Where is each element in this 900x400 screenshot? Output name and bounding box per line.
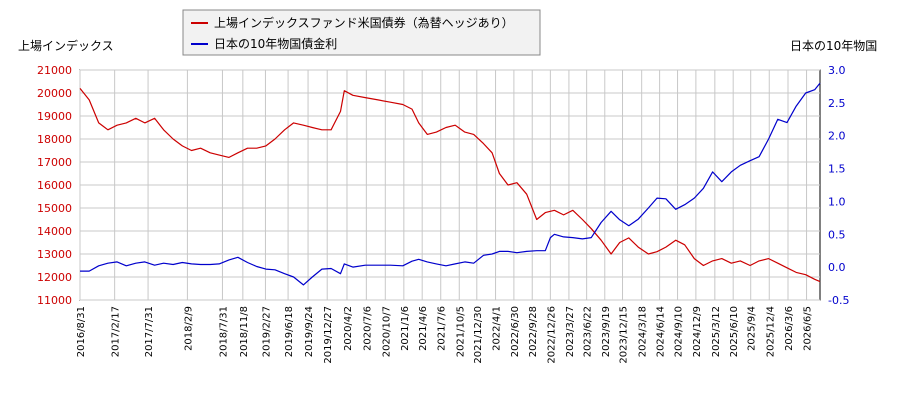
left-tick-label: 14000	[37, 225, 72, 238]
x-tick-label: 2018/2/9	[183, 306, 194, 351]
right-tick-label: 0.0	[828, 261, 846, 274]
x-tick-label: 2023/9/19	[601, 306, 612, 357]
right-axis-ticks: -0.5 0.0 0.5 1.0 1.5 2.0 2.5 3.0	[828, 64, 849, 307]
x-tick-label: 2025/9/4	[747, 306, 758, 351]
x-tick-label: 2024/12/9	[692, 306, 703, 357]
x-tick-label: 2017/2/17	[111, 306, 122, 357]
left-tick-label: 16000	[37, 179, 72, 192]
series-layer	[79, 82, 821, 286]
x-axis-ticks: 2016/8/31 2017/2/17 2017/7/31 2018/2/9 2018/…	[76, 306, 814, 364]
right-tick-label: 1.5	[828, 163, 846, 176]
x-tick-label: 2025/12/4	[765, 306, 776, 357]
x-tick-label: 2019/9/24	[304, 306, 315, 357]
right-axis-title: 日本の10年物国	[790, 39, 877, 53]
grid	[79, 69, 820, 301]
x-tick-label: 2020/4/2	[343, 306, 354, 351]
x-tick-label: 2025/3/12	[711, 306, 722, 357]
x-tick-label: 2023/3/27	[565, 306, 576, 357]
x-tick-label: 2024/6/14	[656, 306, 667, 357]
right-tick-label: 3.0	[828, 64, 846, 77]
series-line-bond-fund	[79, 88, 821, 283]
legend: 上場インデックスファンド米国債券（為替ヘッジあり） 日本の10年物国債金利	[182, 9, 541, 56]
x-tick-label: 2024/3/18	[638, 306, 649, 357]
x-tick-label: 2022/9/28	[528, 306, 539, 357]
x-tick-label: 2018/11/8	[239, 306, 250, 357]
right-tick-label: 1.0	[828, 195, 846, 208]
x-tick-label: 2021/4/6	[418, 306, 429, 351]
series-line-jgb-yield	[80, 82, 821, 286]
left-tick-label: 13000	[37, 248, 72, 261]
left-tick-label: 11000	[37, 294, 72, 307]
left-tick-label: 18000	[37, 133, 72, 146]
x-tick-label: 2026/6/5	[803, 306, 814, 351]
left-tick-label: 17000	[37, 156, 72, 169]
left-tick-label: 21000	[37, 64, 72, 77]
legend-label-jgb-yield: 日本の10年物国債金利	[214, 36, 337, 51]
x-tick-label: 2025/6/10	[729, 306, 740, 357]
x-tick-label: 2016/8/31	[76, 306, 87, 357]
x-tick-label: 2023/12/15	[619, 306, 630, 364]
x-tick-label: 2019/2/27	[261, 306, 272, 357]
left-axis-title: 上場インデックス	[18, 38, 114, 53]
legend-box	[182, 9, 541, 56]
left-tick-label: 20000	[37, 87, 72, 100]
x-tick-label: 2021/12/30	[473, 306, 484, 364]
x-tick-label: 2021/10/5	[455, 306, 466, 357]
x-tick-label: 2023/6/22	[583, 306, 594, 357]
left-tick-label: 19000	[37, 110, 72, 123]
right-tick-label: 2.5	[828, 97, 846, 110]
left-tick-label: 15000	[37, 202, 72, 215]
x-tick-label: 2019/6/18	[284, 306, 295, 357]
x-tick-label: 2022/4/1	[492, 306, 503, 351]
x-tick-label: 2021/7/6	[437, 306, 448, 351]
right-tick-label: 0.5	[828, 228, 846, 241]
left-axis-ticks: 11000 12000 13000 14000 15000 16000 17000 18000…	[37, 64, 72, 307]
x-tick-label: 2022/12/26	[546, 306, 557, 364]
x-tick-label: 2026/3/6	[784, 306, 795, 351]
legend-label-bond-fund: 上場インデックスファンド米国債券（為替ヘッジあり）	[214, 15, 514, 30]
left-tick-label: 12000	[37, 271, 72, 284]
x-tick-label: 2020/7/6	[362, 306, 373, 351]
x-tick-label: 2020/10/7	[381, 306, 392, 357]
right-tick-label: 2.0	[828, 130, 846, 143]
x-tick-label: 2017/7/31	[144, 306, 155, 357]
x-tick-label: 2022/6/30	[510, 306, 521, 357]
x-tick-label: 2018/7/31	[218, 306, 229, 357]
x-tick-label: 2019/12/27	[323, 306, 334, 364]
x-tick-label: 2021/1/6	[400, 306, 411, 351]
x-tick-label: 2024/9/10	[674, 306, 685, 357]
right-tick-label: -0.5	[828, 294, 849, 307]
